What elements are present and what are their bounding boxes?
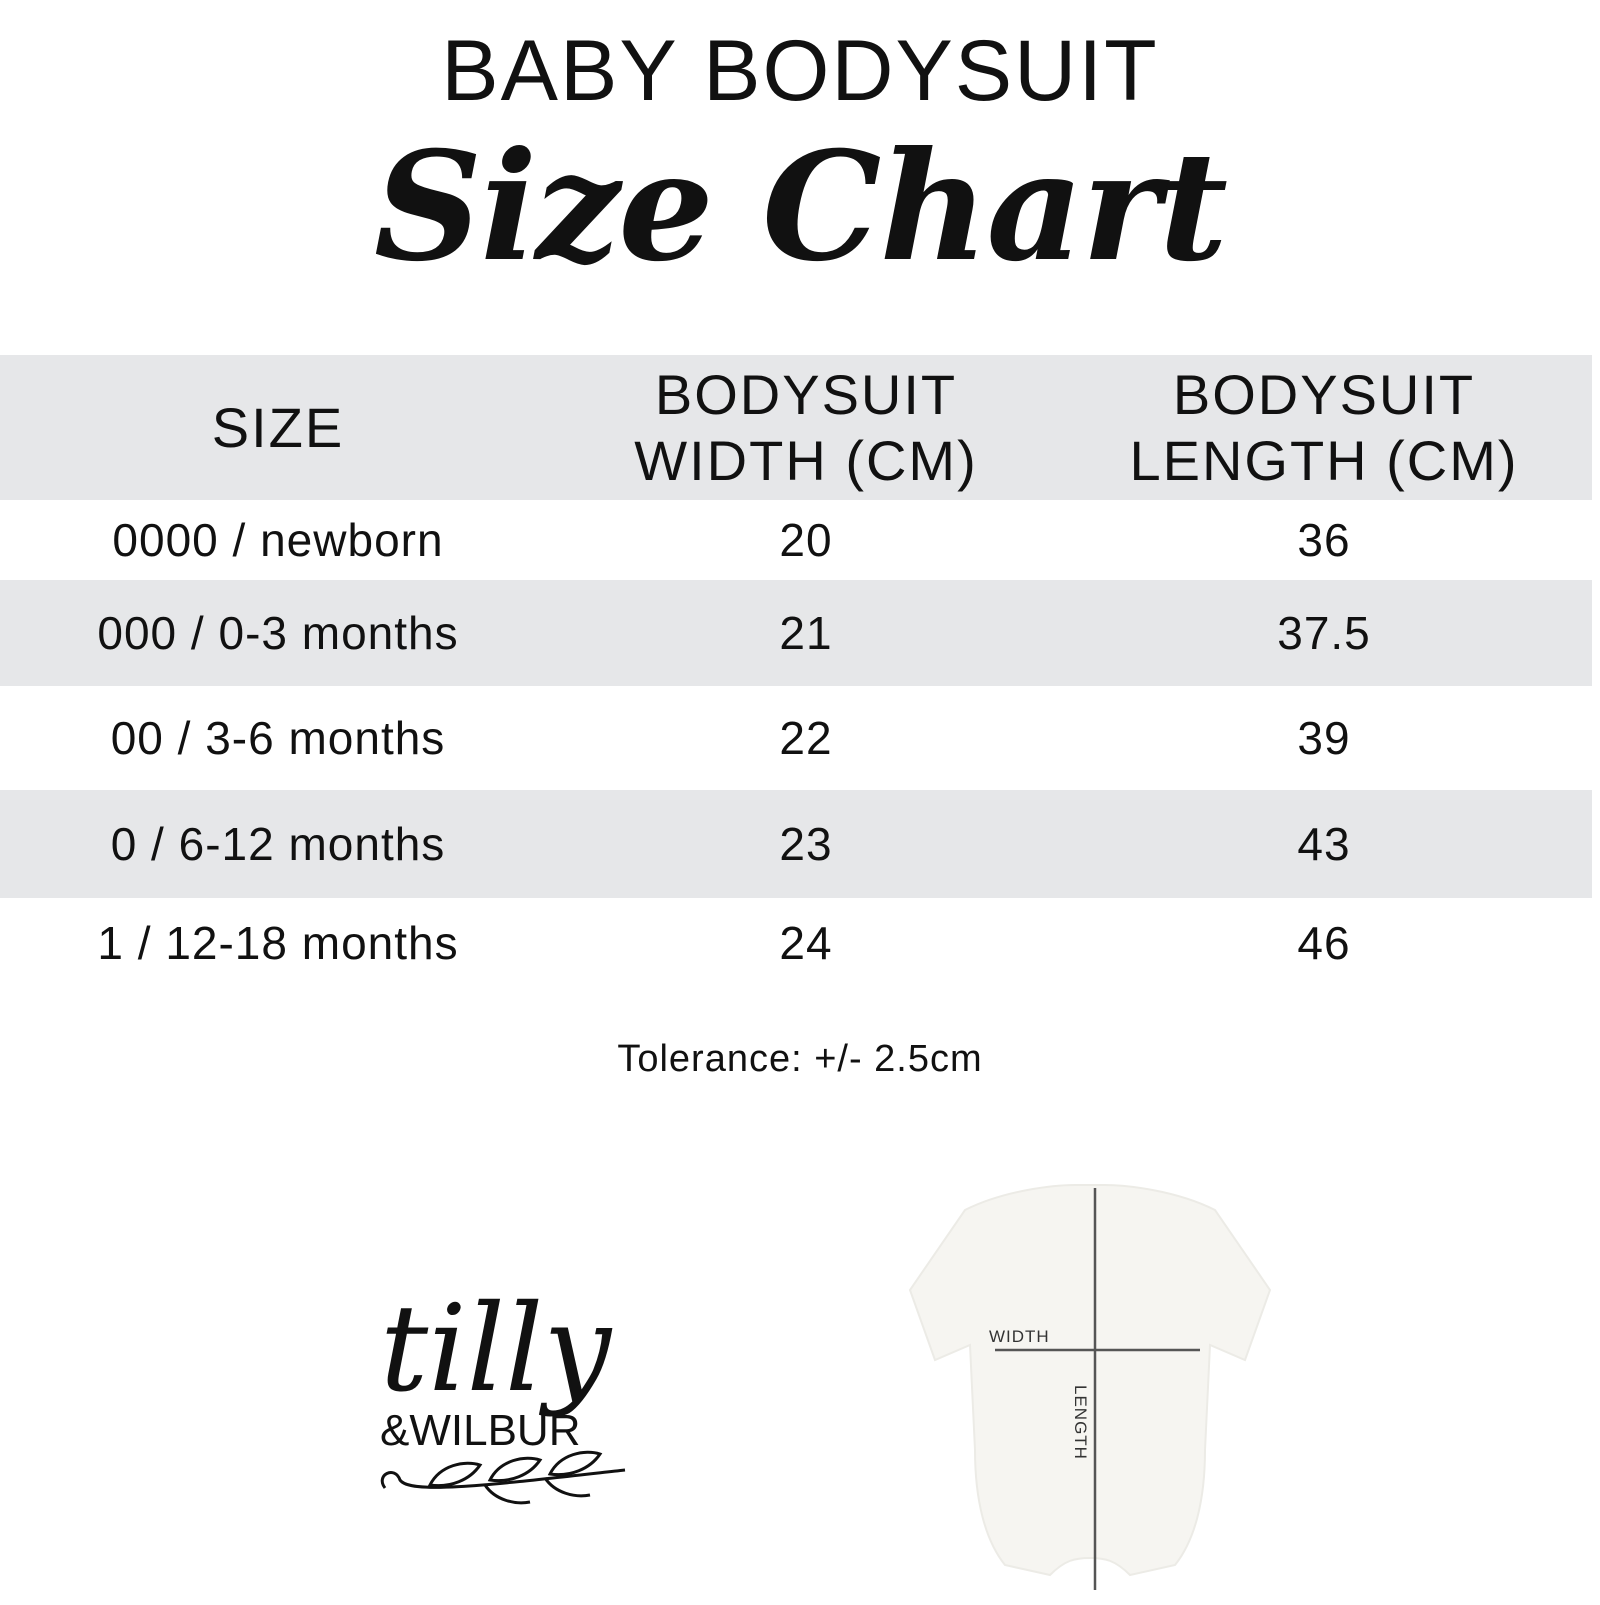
- logo-text-wilbur: &WILBUR: [380, 1406, 580, 1455]
- table-row: 0 / 6-12 months 23 43: [0, 790, 1592, 898]
- cell-size: 0 / 6-12 months: [110, 818, 446, 870]
- cell-length: 43: [1297, 818, 1351, 870]
- table-row: 0000 / newborn 20 36: [0, 500, 1592, 580]
- cell-width: 24: [779, 917, 833, 969]
- table-row: 000 / 0-3 months 21 37.5: [0, 580, 1592, 686]
- bodysuit-icon: [908, 1184, 1272, 1577]
- table-row: 1 / 12-18 months 24 46: [0, 898, 1592, 988]
- cell-size: 000 / 0-3 months: [97, 607, 459, 659]
- bodysuit-diagram: WIDTH LENGTH: [905, 1180, 1275, 1600]
- header-size: SIZE: [211, 395, 345, 459]
- cell-length: 37.5: [1277, 607, 1371, 659]
- header-width: BODYSUIT WIDTH (CM): [634, 362, 978, 492]
- cell-size: 00 / 3-6 months: [110, 712, 446, 764]
- cell-width: 21: [779, 607, 833, 659]
- cell-length: 46: [1297, 917, 1351, 969]
- cell-size: 1 / 12-18 months: [97, 917, 459, 969]
- cell-size: 0000 / newborn: [112, 514, 444, 566]
- tolerance-note: Tolerance: +/- 2.5cm: [617, 1038, 983, 1080]
- brand-logo: tilly &WILBUR: [370, 1270, 650, 1530]
- width-label: WIDTH: [989, 1327, 1050, 1346]
- cell-length: 39: [1297, 712, 1351, 764]
- header-length: BODYSUIT LENGTH (CM): [1129, 362, 1519, 492]
- logo-text-tilly: tilly: [380, 1280, 613, 1419]
- length-label: LENGTH: [1071, 1385, 1090, 1460]
- leaf-branch-icon: [380, 1450, 626, 1505]
- size-table: SIZE BODYSUIT WIDTH (CM) BODYSUIT LENGTH (…: [0, 355, 1592, 988]
- cell-width: 23: [779, 818, 833, 870]
- page-title: BABY BODYSUIT: [441, 23, 1159, 119]
- cell-length: 36: [1297, 514, 1351, 566]
- cell-width: 22: [779, 712, 833, 764]
- cell-width: 20: [779, 514, 833, 566]
- table-row: 00 / 3-6 months 22 39: [0, 686, 1592, 790]
- table-header: SIZE BODYSUIT WIDTH (CM) BODYSUIT LENGTH (…: [0, 355, 1592, 500]
- page-subtitle: Size Chart: [373, 119, 1228, 295]
